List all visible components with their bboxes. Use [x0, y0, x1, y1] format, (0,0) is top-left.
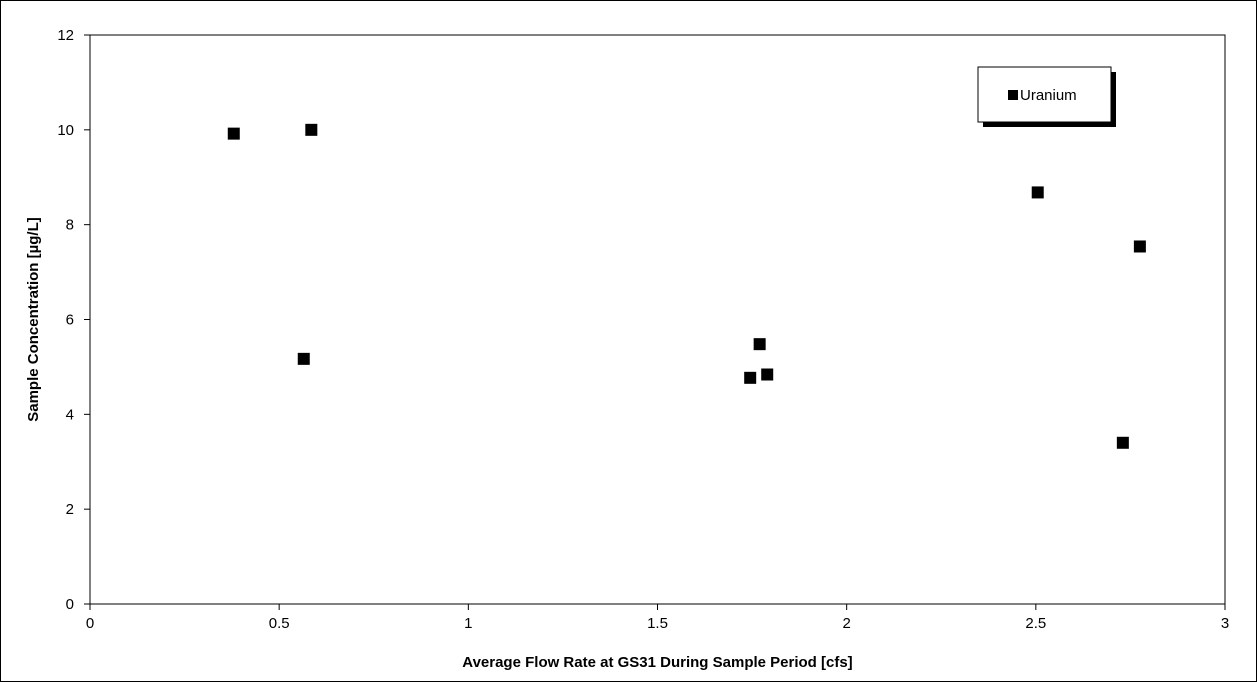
x-tick-label: 2.5	[1025, 615, 1046, 632]
y-tick-label: 4	[66, 406, 74, 423]
legend-marker-uranium	[1008, 90, 1018, 100]
data-point-uranium	[1116, 436, 1129, 449]
x-tick-label: 0.5	[269, 615, 290, 632]
y-axis-title: Sample Concentration [µg/L]	[25, 217, 42, 422]
y-tick-label: 0	[66, 596, 74, 613]
data-point-uranium	[1133, 240, 1146, 253]
x-tick-label: 3	[1221, 615, 1229, 632]
data-point-uranium	[305, 123, 318, 136]
data-point-uranium	[761, 368, 774, 381]
plot-area	[89, 34, 1226, 605]
legend-label-uranium: Uranium	[1020, 87, 1077, 104]
y-tick-label: 8	[66, 217, 74, 234]
data-point-uranium	[1031, 186, 1044, 199]
y-tick-label: 10	[57, 122, 74, 139]
y-tick-label: 12	[57, 27, 74, 44]
y-axis: 0 2 4 6 8 10 12	[57, 27, 90, 613]
legend-box	[977, 66, 1112, 123]
x-tick-label: 1.5	[647, 615, 668, 632]
x-tick-label: 1	[464, 615, 472, 632]
x-axis-title: Average Flow Rate at GS31 During Sample …	[462, 654, 852, 671]
data-point-uranium	[744, 371, 757, 384]
x-axis: 0 0.5 1 1.5 2 2.5 3	[86, 604, 1229, 632]
x-tick-label: 0	[86, 615, 94, 632]
x-tick-label: 2	[842, 615, 850, 632]
plot-border	[89, 34, 1226, 605]
y-tick-label: 2	[66, 501, 74, 518]
data-markers	[227, 123, 1146, 449]
legend: Uranium	[977, 66, 1116, 127]
data-point-uranium	[227, 127, 240, 140]
y-tick-label: 6	[66, 312, 74, 329]
data-point-uranium	[297, 352, 310, 365]
data-point-uranium	[753, 338, 766, 351]
